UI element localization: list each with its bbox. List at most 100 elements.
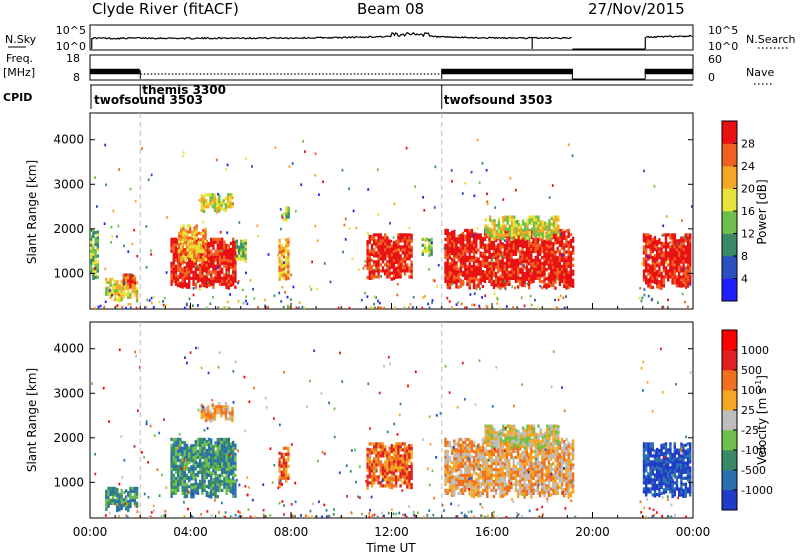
power-echo-cell <box>210 243 213 247</box>
power-speckle-cell <box>377 306 380 309</box>
power-echo-cell <box>552 254 555 258</box>
velocity-echo-cell <box>450 487 454 491</box>
power-echo-cell <box>207 205 210 209</box>
power-echo-cell <box>287 255 290 259</box>
power-echo-cell <box>282 267 286 271</box>
power-speckle-cell <box>505 305 508 308</box>
velocity-echo-cell <box>565 467 568 471</box>
power-echo-cell <box>223 276 226 280</box>
power-echo-cell <box>199 232 203 236</box>
power-echo-cell <box>403 233 407 237</box>
power-echo-cell <box>525 244 529 248</box>
power-echo-cell <box>484 224 487 228</box>
power-echo-cell <box>689 233 692 237</box>
velocity-echo-cell <box>225 476 228 480</box>
power-speckle-cell <box>473 303 476 307</box>
power-echo-cell <box>519 258 522 262</box>
power-echo-cell <box>94 255 97 259</box>
power-echo-cell <box>181 267 184 271</box>
power-echo-cell <box>490 252 493 256</box>
velocity-echo-cell <box>453 451 456 455</box>
power-echo-cell <box>567 231 570 235</box>
velocity-echo-cell <box>205 448 208 453</box>
power-echo-cell <box>488 215 492 219</box>
velocity-echo-cell <box>560 437 564 441</box>
velocity-echo-cell <box>492 486 496 490</box>
power-echo-cell <box>662 251 665 255</box>
velocity-echo-cell <box>457 443 460 447</box>
velocity-echo-cell <box>508 482 511 486</box>
velocity-echo-cell <box>221 488 224 492</box>
velocity-echo-cell <box>406 458 409 462</box>
velocity-echo-cell <box>207 449 211 453</box>
velocity-echo-cell <box>120 503 123 507</box>
power-echo-cell <box>647 239 650 243</box>
velocity-echo-cell <box>532 476 535 480</box>
power-echo-cell <box>472 261 476 265</box>
power-echo-cell <box>455 279 458 283</box>
velocity-echo-cell <box>216 474 219 478</box>
velocity-echo-cell <box>227 464 230 468</box>
velocity-echo-cell <box>401 466 404 470</box>
power-colorbar-swatch <box>722 143 737 167</box>
velocity-echo-cell <box>541 488 544 492</box>
power-echo-cell <box>530 235 533 239</box>
power-echo-cell <box>470 249 474 253</box>
power-speckle-cell <box>523 264 525 267</box>
power-echo-cell <box>225 246 228 250</box>
power-echo-cell <box>539 235 542 239</box>
power-echo-cell <box>689 236 692 240</box>
cpid-program-label: twofsound 3503 <box>94 93 203 107</box>
velocity-echo-cell <box>234 464 237 468</box>
velocity-echo-cell <box>455 475 458 479</box>
power-echo-cell <box>204 254 207 258</box>
power-echo-cell <box>472 258 476 262</box>
power-echo-cell <box>466 270 469 274</box>
power-speckle-cell <box>216 266 219 270</box>
power-echo-cell <box>481 257 485 262</box>
velocity-echo-cell <box>218 473 222 477</box>
power-echo-cell <box>565 238 568 242</box>
velocity-echo-cell <box>375 445 378 449</box>
velocity-echo-cell <box>556 458 559 462</box>
power-echo-cell <box>221 276 224 280</box>
power-echo-cell <box>204 202 208 206</box>
velocity-echo-cell <box>453 442 456 446</box>
power-echo-cell <box>453 268 456 272</box>
power-echo-cell <box>201 262 204 266</box>
velocity-echo-cell <box>459 464 463 468</box>
power-echo-cell <box>651 246 654 251</box>
velocity-echo-cell <box>464 443 467 447</box>
power-echo-cell <box>656 270 659 274</box>
power-echo-cell <box>459 251 463 255</box>
velocity-echo-cell <box>210 495 213 499</box>
power-echo-cell <box>220 203 223 208</box>
velocity-echo-cell <box>211 418 214 422</box>
power-speckle-cell <box>344 238 347 241</box>
velocity-echo-cell <box>227 470 230 474</box>
velocity-echo-cell <box>457 452 460 456</box>
velocity-echo-cell <box>278 475 281 479</box>
velocity-echo-cell <box>455 484 458 488</box>
power-echo-cell <box>366 266 369 271</box>
velocity-echo-cell <box>459 473 463 477</box>
velocity-echo-cell <box>536 488 540 492</box>
power-echo-cell <box>497 226 501 230</box>
velocity-echo-cell <box>499 452 502 456</box>
power-echo-cell <box>492 249 496 253</box>
power-echo-cell <box>448 277 452 281</box>
power-echo-cell <box>475 232 478 236</box>
power-echo-cell <box>428 250 431 254</box>
velocity-echo-cell <box>492 474 496 478</box>
power-echo-cell <box>682 242 685 246</box>
velocity-echo-cell <box>547 457 551 462</box>
velocity-echo-cell <box>567 453 570 457</box>
power-echo-cell <box>170 276 173 280</box>
power-echo-cell <box>280 271 283 275</box>
power-echo-cell <box>543 242 546 246</box>
velocity-echo-cell <box>547 448 551 453</box>
velocity-echo-cell <box>552 473 555 477</box>
power-echo-cell <box>647 281 650 285</box>
velocity-echo-cell <box>477 479 480 483</box>
power-echo-cell <box>550 228 553 232</box>
